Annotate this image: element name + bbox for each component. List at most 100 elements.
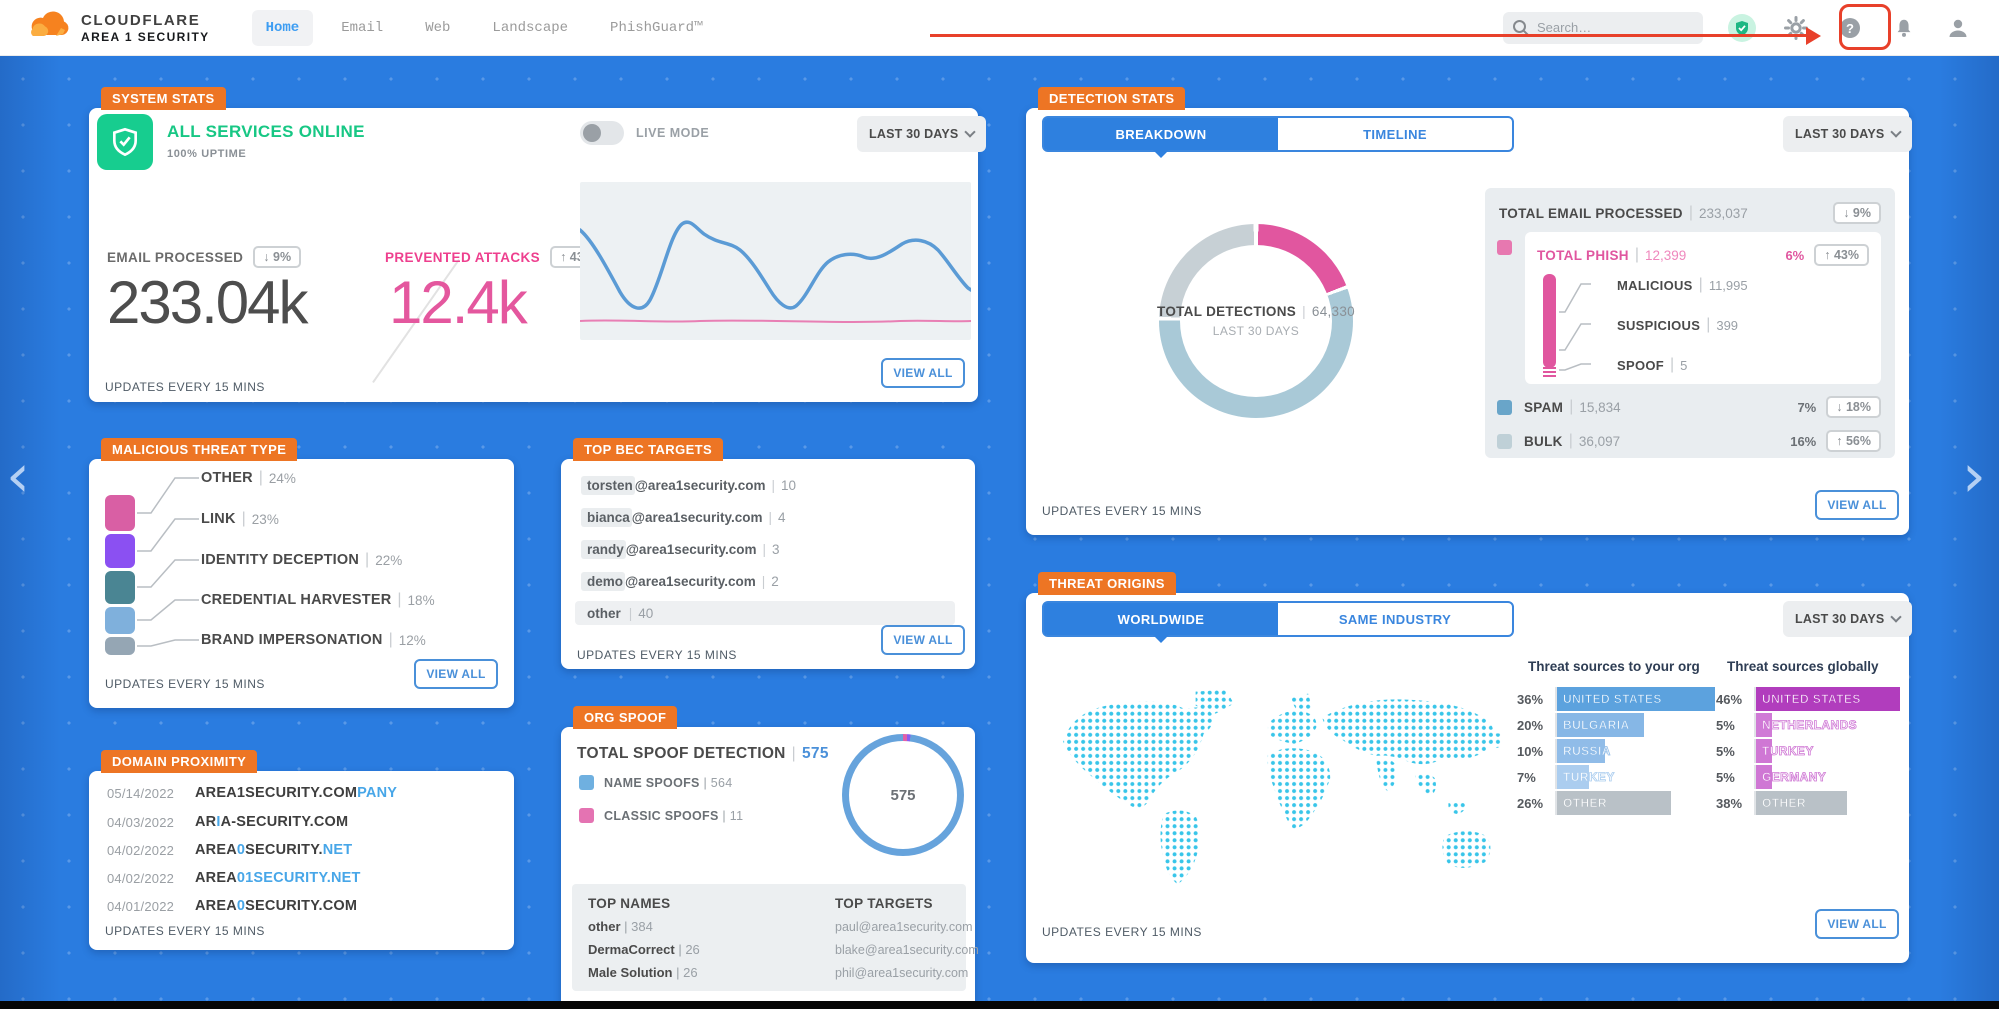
threat-range-dropdown[interactable]: LAST 30 DAYS bbox=[1783, 601, 1913, 637]
bec-row[interactable]: randy @area1security.com | 3 bbox=[575, 537, 786, 561]
domain-row[interactable]: 04/01/2022 AREA0SECURITY.COM bbox=[107, 898, 358, 914]
notifications-bell-icon[interactable] bbox=[1889, 13, 1919, 43]
phish-bar bbox=[1543, 274, 1556, 377]
global-bar-row: 5% TURKEY bbox=[1716, 739, 1814, 763]
detection-tabs: BREAKDOWN TIMELINE bbox=[1042, 116, 1514, 158]
brand-line1: CLOUDFLARE bbox=[81, 11, 201, 29]
carousel-right-chevron-icon[interactable]: › bbox=[1962, 441, 1986, 511]
nav-web[interactable]: Web bbox=[425, 19, 451, 36]
malicious-sub-row: MALICIOUS | 11,995 bbox=[1617, 276, 1748, 293]
domain-proximity-card: DOMAIN PROXIMITY 05/14/2022 AREA1SECURIT… bbox=[89, 750, 514, 950]
cloudflare-logo-icon bbox=[26, 9, 72, 46]
total-email-row: TOTAL EMAIL PROCESSED | 233,037 ↓ 9% bbox=[1499, 202, 1881, 224]
system-view-all-button[interactable]: VIEW ALL bbox=[881, 358, 965, 388]
total-email-delta: ↓ 9% bbox=[1833, 202, 1881, 224]
bulk-chip bbox=[1497, 433, 1512, 449]
brand[interactable]: CLOUDFLARE AREA 1 SECURITY bbox=[26, 9, 210, 46]
annotation-red-line bbox=[930, 34, 1810, 37]
top-targets-header: TOP TARGETS bbox=[835, 896, 933, 911]
tab-breakdown[interactable]: BREAKDOWN bbox=[1044, 118, 1278, 158]
tab-same-industry[interactable]: SAME INDUSTRY bbox=[1338, 611, 1452, 627]
threat-chip-other bbox=[105, 495, 135, 531]
live-mode-label: LIVE MODE bbox=[636, 126, 710, 140]
brand-line2: AREA 1 SECURITY bbox=[81, 29, 210, 44]
email-processed-label: EMAIL PROCESSED bbox=[107, 249, 244, 265]
connector-lines bbox=[137, 477, 199, 647]
phish-delta: ↑ 43% bbox=[1814, 244, 1869, 266]
global-bar-row: 46% UNITED STATES bbox=[1716, 687, 1900, 711]
bec-view-all-button[interactable]: VIEW ALL bbox=[881, 625, 965, 655]
total-detections-value: 64,330 bbox=[1311, 304, 1355, 319]
malicious-view-all-button[interactable]: VIEW ALL bbox=[414, 659, 498, 689]
system-stats-badge: SYSTEM STATS bbox=[101, 87, 226, 110]
spoof-donut-value: 575 bbox=[890, 786, 916, 804]
uptime-text: 100% UPTIME bbox=[167, 148, 247, 160]
detection-range-dropdown[interactable]: LAST 30 DAYS bbox=[1783, 116, 1913, 152]
threat-chip-link bbox=[105, 534, 135, 568]
chevron-down-icon bbox=[1890, 611, 1903, 623]
bec-row[interactable]: torsten @area1security.com | 10 bbox=[575, 473, 802, 497]
chevron-down-icon bbox=[964, 126, 977, 138]
annotation-red-highlight-box bbox=[1839, 4, 1891, 50]
domain-row[interactable]: 04/02/2022 AREA01SECURITY.NET bbox=[107, 870, 361, 886]
threat-view-all-button[interactable]: VIEW ALL bbox=[1815, 909, 1899, 939]
top-names-header: TOP NAMES bbox=[588, 896, 671, 911]
domain-row[interactable]: 05/14/2022 AREA1SECURITY.COMPANY bbox=[107, 785, 398, 801]
bulk-delta: ↑ 56% bbox=[1826, 430, 1881, 452]
phish-detail-box: TOTAL PHISH | 12,399 6% ↑ 43% MALICIOUS bbox=[1525, 232, 1881, 384]
top-bec-targets-badge: TOP BEC TARGETS bbox=[573, 438, 724, 461]
status-shield-icon bbox=[97, 114, 153, 170]
email-processed-delta: ↓ 9% bbox=[253, 246, 302, 268]
global-bar-row: 38% OTHER bbox=[1716, 791, 1847, 815]
nav-email[interactable]: Email bbox=[341, 19, 384, 36]
email-processed-value: 233.04k bbox=[107, 269, 309, 336]
phish-chip bbox=[1497, 240, 1512, 255]
total-spoof-title: TOTAL SPOOF DETECTION | 575 bbox=[577, 745, 829, 762]
spam-row: SPAM | 15,834 7% ↓ 18% bbox=[1497, 396, 1881, 418]
system-stats-card: SYSTEM STATS ALL SERVICES ONLINE 100% UP… bbox=[89, 87, 987, 402]
services-status-text: ALL SERVICES ONLINE bbox=[167, 122, 365, 141]
org-spoof-badge: ORG SPOOF bbox=[573, 706, 678, 729]
spam-delta: ↓ 18% bbox=[1826, 396, 1881, 418]
nav-landscape[interactable]: Landscape bbox=[492, 19, 569, 36]
system-range-dropdown[interactable]: LAST 30 DAYS bbox=[857, 116, 987, 152]
security-status-icon[interactable] bbox=[1727, 13, 1757, 43]
spoof-detail-panel bbox=[572, 884, 966, 991]
spoof-sub-row: SPOOF | 5 bbox=[1617, 356, 1688, 373]
user-profile-icon[interactable] bbox=[1943, 13, 1973, 43]
tab-worldwide[interactable]: WORLDWIDE bbox=[1044, 603, 1278, 643]
legend-classic-spoofs: CLASSIC SPOOFS | 11 bbox=[579, 808, 743, 823]
search-icon bbox=[1512, 19, 1530, 42]
prevented-attacks-label: PREVENTED ATTACKS bbox=[385, 249, 541, 265]
domain-row[interactable]: 04/03/2022 ARIA-SECURITY.COM bbox=[107, 814, 349, 830]
search-input[interactable] bbox=[1503, 11, 1703, 44]
dashboard-canvas: ‹ › SYSTEM STATS ALL SERVICES ONLINE 100… bbox=[0, 56, 1999, 1009]
nav-phishguard[interactable]: PhishGuard™ bbox=[610, 19, 703, 36]
bec-row[interactable]: demo @area1security.com | 2 bbox=[575, 569, 785, 593]
top-bar: CLOUDFLARE AREA 1 SECURITY Home Email We… bbox=[0, 0, 1999, 56]
tab-timeline[interactable]: TIMELINE bbox=[1363, 126, 1427, 142]
detection-stats-card: DETECTION STATS BREAKDOWN TIMELINE LAST … bbox=[1026, 87, 1913, 535]
detection-stats-badge: DETECTION STATS bbox=[1038, 87, 1186, 110]
nav-home[interactable]: Home bbox=[251, 9, 314, 46]
threat-chip-brand-impersonation bbox=[105, 637, 135, 655]
detection-view-all-button[interactable]: VIEW ALL bbox=[1815, 490, 1899, 520]
org-bar-row: 10% RUSSIA bbox=[1517, 739, 1611, 763]
detections-donut-chart: TOTAL DETECTIONS | 64,330 LAST 30 DAYS bbox=[1157, 224, 1355, 418]
domain-proximity-badge: DOMAIN PROXIMITY bbox=[101, 750, 258, 773]
malicious-threat-type-card: MALICIOUS THREAT TYPE OTHER | 24% LINK |… bbox=[89, 438, 514, 708]
global-bar-row: 5% GERMANY bbox=[1716, 765, 1826, 789]
domain-row[interactable]: 04/02/2022 AREA0SECURITY.NET bbox=[107, 842, 353, 858]
carousel-left-chevron-icon[interactable]: ‹ bbox=[6, 441, 30, 511]
global-bar-row: 5% NETHERLANDS bbox=[1716, 713, 1857, 737]
domain-updates-text: UPDATES EVERY 15 MINS bbox=[105, 924, 265, 938]
donut-range-text: LAST 30 DAYS bbox=[1212, 324, 1300, 338]
annotation-red-arrowhead bbox=[1806, 27, 1821, 45]
bec-row[interactable]: bianca @area1security.com | 4 bbox=[575, 505, 792, 529]
legend-name-spoofs: NAME SPOOFS | 564 bbox=[579, 775, 733, 790]
world-dot-map bbox=[1045, 685, 1517, 900]
live-mode-toggle[interactable] bbox=[580, 121, 624, 145]
bec-row-other[interactable]: other | 40 bbox=[575, 601, 955, 625]
threat-chip-credential-harvester bbox=[105, 607, 135, 634]
help-icon[interactable]: ? bbox=[1835, 13, 1865, 43]
